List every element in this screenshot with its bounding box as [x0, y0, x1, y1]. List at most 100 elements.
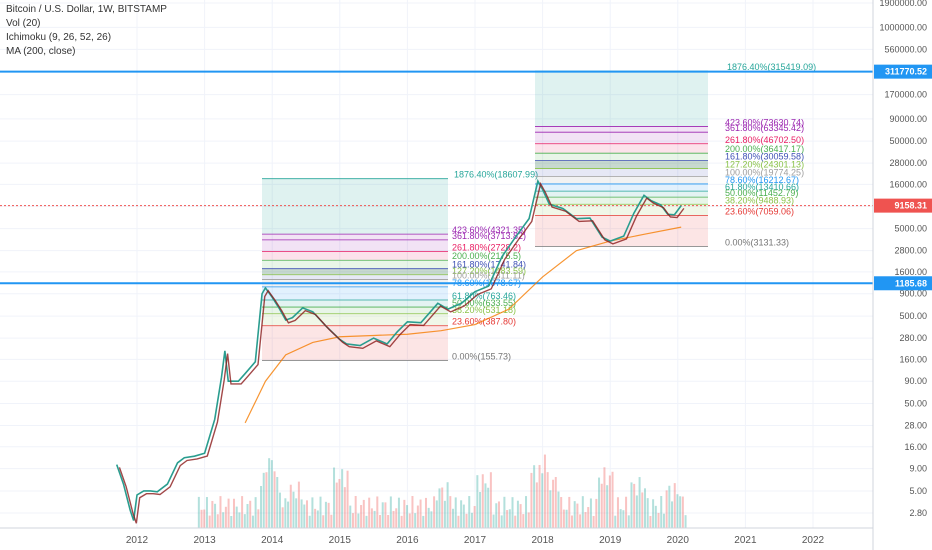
volume-bar [614, 515, 617, 528]
indicator-ma[interactable]: MA (200, close) [6, 46, 76, 57]
indicator-volume[interactable]: Vol (20) [6, 18, 41, 29]
volume-bar [211, 500, 214, 528]
volume-bar [657, 512, 660, 528]
fib-zone-band [535, 191, 708, 198]
volume-bar [465, 513, 468, 528]
volume-bar [460, 500, 463, 528]
y-tick-label: 50000.00 [889, 136, 927, 146]
volume-bar [403, 499, 406, 528]
volume-bar [368, 497, 371, 528]
volume-bar [625, 496, 628, 528]
fib-level-label: 0.00%(155.73) [452, 351, 511, 361]
volume-bar [622, 510, 625, 528]
volume-bar [481, 474, 484, 528]
fib-level-label: 361.80%(3713.82) [452, 231, 526, 241]
fib-level-label: 38.20%(531.18) [452, 305, 516, 315]
volume-bar [435, 500, 438, 528]
volume-bar [673, 483, 676, 528]
indicator-ichimoku[interactable]: Ichimoku (9, 26, 52, 26) [6, 32, 112, 43]
volume-bar [546, 472, 549, 528]
volume-bar [538, 464, 541, 528]
volume-bar [419, 499, 422, 528]
fib-zone-band [262, 286, 448, 300]
x-tick-label: 2014 [261, 535, 284, 546]
volume-bar [243, 514, 246, 528]
volume-bar [354, 496, 357, 528]
volume-bar [278, 492, 281, 528]
volume-bar [265, 472, 268, 528]
price-mark-badge [874, 276, 932, 291]
volume-bar [484, 483, 487, 528]
volume-bar [487, 487, 490, 528]
volume-bar [562, 509, 565, 528]
volume-bar [292, 491, 295, 528]
volume-bar [289, 484, 292, 528]
chart-legend: Bitcoin / U.S. Dollar, 1W, BITSTAMP Vol … [6, 3, 167, 59]
volume-bar [235, 506, 238, 528]
volume-bar [297, 481, 300, 528]
price-line [115, 178, 682, 521]
volume-bar [214, 503, 217, 528]
volume-bar [203, 509, 206, 528]
volume-bar [576, 503, 579, 528]
volume-bar [446, 482, 449, 528]
volume-bar [287, 501, 290, 528]
x-tick-label: 2021 [734, 535, 757, 546]
volume-bar [495, 503, 498, 528]
volume-bar [303, 504, 306, 528]
volume-bar [416, 505, 419, 528]
volume-bar [330, 514, 333, 528]
fib-level-label: 261.80%(46702.50) [725, 135, 804, 145]
volume-bar [452, 508, 455, 528]
fib-level-label: 0.00%(3131.33) [725, 237, 789, 247]
chart-title: Bitcoin / U.S. Dollar, 1W, BITSTAMP [6, 4, 167, 15]
volume-bar [503, 496, 506, 528]
volume-bar [644, 488, 646, 528]
volume-bar [433, 496, 436, 528]
volume-bar [406, 505, 409, 528]
y-tick-label: 5.00 [909, 486, 927, 496]
fib-zone-band [262, 313, 448, 326]
fib-zone-band [262, 260, 448, 275]
fib-level-label: 61.80%(763.46) [452, 291, 516, 301]
fib-zone-band [535, 132, 708, 144]
fib-level-label: 100.00%(1311.11) [452, 270, 525, 280]
volume-bar [216, 514, 219, 528]
volume-bar [589, 498, 592, 528]
volume-bar [208, 515, 211, 528]
volume-bar [684, 515, 687, 528]
y-tick-label: 2.80 [909, 508, 927, 518]
volume-bar [638, 477, 641, 528]
volume-bar [197, 496, 200, 528]
volume-bar [565, 509, 568, 528]
volume-bar [581, 496, 584, 528]
volume-bar [384, 502, 387, 528]
fib-zone-band [262, 299, 448, 308]
volume-bar [489, 472, 492, 528]
volume-bar [492, 514, 495, 528]
volume-bar [379, 515, 382, 528]
volume-bar [573, 501, 576, 528]
volume-bar [671, 501, 674, 528]
y-tick-label: 28000.00 [889, 158, 927, 168]
fib-level-label: 78.60%(16212.67) [725, 175, 799, 185]
volume-bar [395, 508, 398, 528]
volume-bar [662, 513, 665, 528]
fib-level-label: 50.00%(633.55) [452, 298, 516, 308]
x-tick-label: 2012 [126, 535, 149, 546]
volume-bar [635, 495, 638, 528]
y-tick-label: 16.00 [904, 442, 927, 452]
volume-bar [308, 515, 311, 528]
y-tick-label: 560000.00 [884, 44, 927, 54]
volume-bar [224, 506, 227, 528]
volume-bar [627, 515, 630, 528]
y-tick-label: 170000.00 [884, 90, 927, 100]
volume-bar [616, 497, 619, 528]
fib-level-label: 127.20%(24301.13) [725, 160, 804, 170]
y-tick-label: 160.00 [899, 354, 927, 364]
volume-bar [200, 509, 203, 528]
volume-bar [262, 472, 265, 528]
volume-bar [592, 515, 595, 528]
volume-bar [341, 469, 344, 528]
